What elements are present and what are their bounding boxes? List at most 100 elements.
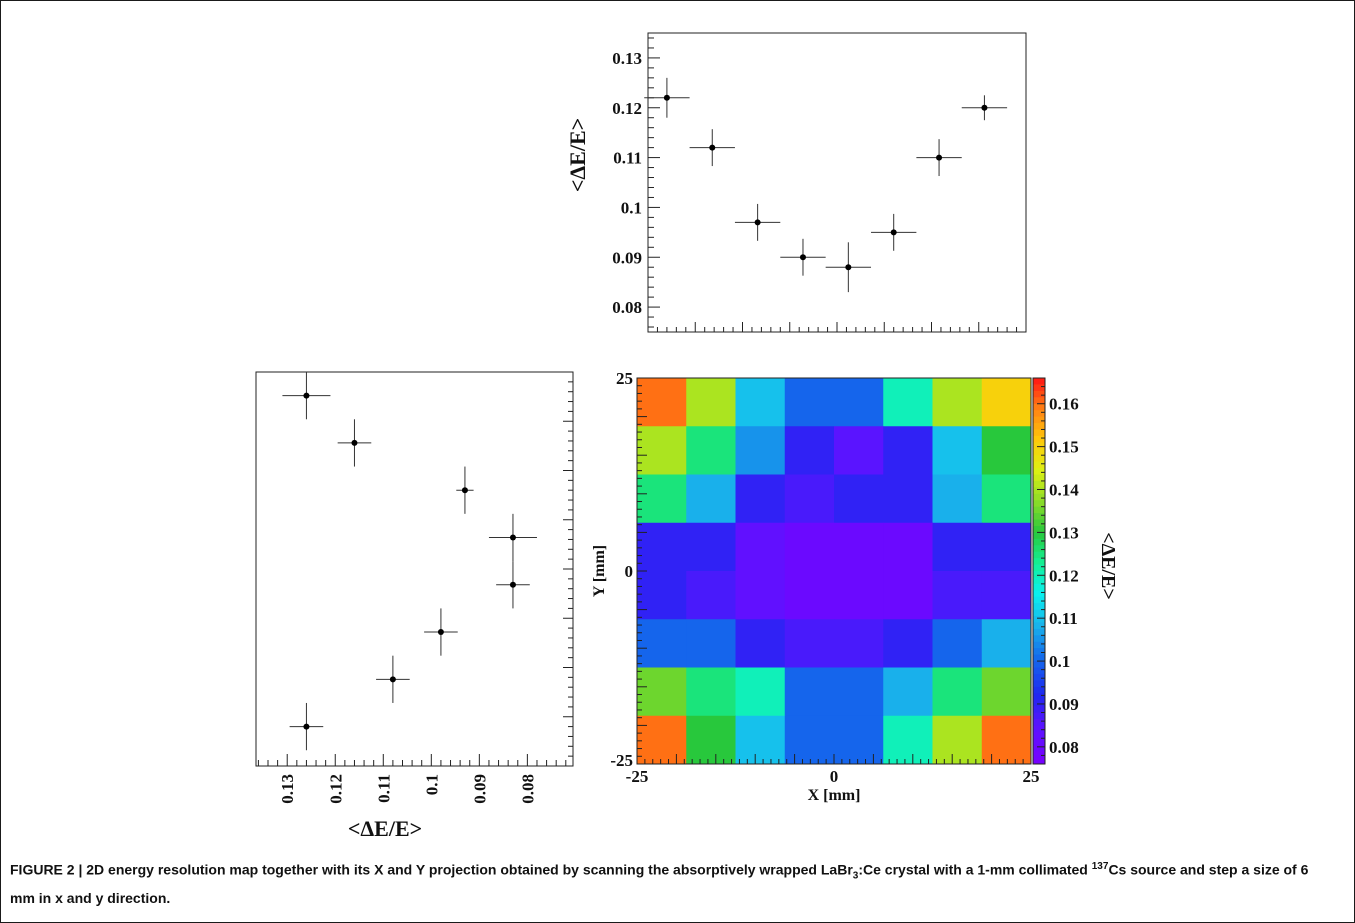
heatmap-cell <box>883 474 933 524</box>
colorbar-segment <box>1033 622 1045 630</box>
heatmap-cell <box>883 571 933 620</box>
colorbar-segment <box>1033 435 1045 443</box>
colorbar-title: <ΔE/E> <box>1097 532 1119 600</box>
caption-text-post: Cs source and step a size of 6 mm in x a… <box>10 861 1309 907</box>
heatmap-cell <box>735 378 786 427</box>
heatmap-y-tick-label: 0 <box>625 562 634 581</box>
colorbar-tick-label: 0.1 <box>1049 652 1070 671</box>
colorbar-segment <box>1033 403 1045 411</box>
colorbar-segment <box>1033 744 1045 752</box>
heatmap-cell <box>932 667 983 717</box>
colorbar-segment <box>1033 397 1045 405</box>
heatmap-cell <box>883 619 933 668</box>
colorbar-segment <box>1033 378 1045 385</box>
heatmap-cells <box>637 378 1032 765</box>
y-projection-data-point <box>303 392 310 399</box>
colorbar-segment <box>1033 628 1045 636</box>
colorbar-segment <box>1033 571 1045 578</box>
heatmap-cell <box>784 522 835 572</box>
colorbar-segment <box>1033 525 1045 533</box>
heatmap-cell <box>932 378 983 427</box>
heatmap-cell <box>784 667 835 717</box>
caption-superscript: 137 <box>1091 861 1109 872</box>
colorbar-segment <box>1033 423 1045 430</box>
y-projection-x-tick-label: 0.13 <box>278 774 297 804</box>
x-projection-data-point <box>936 154 943 161</box>
heatmap-tick-labels: -25 0 25 25 0 -25 <box>610 369 1039 786</box>
heatmap-cell <box>834 474 884 524</box>
heatmap-cell <box>637 426 687 475</box>
colorbar-segment <box>1033 500 1045 508</box>
x-projection-data-point <box>845 264 852 271</box>
colorbar-tick-label: 0.13 <box>1049 523 1079 542</box>
colorbar-segment <box>1033 513 1045 521</box>
colorbar-segment <box>1033 532 1045 540</box>
colorbar-segment <box>1033 706 1045 714</box>
colorbar-segment <box>1033 635 1045 643</box>
caption-text-pre: 2D energy resolution map together with i… <box>82 861 853 878</box>
colorbar-segment <box>1033 577 1045 585</box>
heatmap-cell <box>637 571 687 620</box>
heatmap-cell <box>784 571 835 620</box>
colorbar-tick-label: 0.14 <box>1049 481 1079 500</box>
colorbar-segment <box>1033 390 1045 398</box>
heatmap-cell <box>834 715 884 765</box>
colorbar-tick-label: 0.11 <box>1049 609 1078 628</box>
x-projection-y-tick-label: 0.13 <box>612 49 642 68</box>
caption-subscript: 3 <box>852 870 859 882</box>
heatmap-cell <box>784 474 835 524</box>
colorbar-tick-label: 0.09 <box>1049 695 1079 714</box>
x-projection-data-point <box>890 229 897 236</box>
heatmap-cell <box>686 619 736 668</box>
heatmap-cell <box>784 426 835 475</box>
x-projection-data-point <box>709 144 716 151</box>
colorbar-segment <box>1033 712 1045 720</box>
colorbar-tick-label: 0.12 <box>1049 566 1079 585</box>
heatmap-x-tick-label: 0 <box>830 767 839 786</box>
y-projection-x-tick-label: 0.11 <box>374 774 393 803</box>
colorbar-segment <box>1033 583 1045 591</box>
heatmap-cell <box>735 619 786 668</box>
heatmap-cell <box>834 619 884 668</box>
heatmap-cell <box>637 619 687 668</box>
heatmap-cell <box>735 571 786 620</box>
x-projection-y-tick-label: 0.1 <box>621 198 642 217</box>
heatmap-cell <box>834 522 884 572</box>
colorbar-tick-label: 0.15 <box>1049 438 1079 457</box>
y-projection-x-tick-label: 0.1 <box>422 774 441 795</box>
heatmap-x-tick-label: -25 <box>626 767 649 786</box>
heatmap-cell <box>981 426 1032 475</box>
colorbar-segment <box>1033 384 1045 392</box>
colorbar-segment <box>1033 757 1045 765</box>
colorbar-frame <box>1032 377 1046 765</box>
colorbar-segment <box>1033 487 1045 495</box>
x-projection-frame <box>647 32 1027 333</box>
colorbar-segment <box>1033 751 1045 759</box>
y-projection-tick-labels: 0.13 0.12 0.11 0.1 0.09 0.08 <box>278 774 537 804</box>
heatmap-cell <box>981 378 1032 427</box>
figure-caption: FIGURE 2 | 2D energy resolution map toge… <box>10 856 1330 909</box>
colorbar-segment <box>1033 564 1045 572</box>
x-projection-y-tick-label: 0.09 <box>612 248 642 267</box>
heatmap-cell <box>981 522 1032 572</box>
heatmap-cell <box>686 426 736 475</box>
heatmap-cell <box>735 667 786 717</box>
heatmap-x-axis-title: X [mm] <box>808 787 861 804</box>
heatmap-cell <box>637 667 687 717</box>
y-projection-data-point <box>461 487 468 494</box>
x-projection-ticks <box>647 37 1027 332</box>
heatmap-cell <box>686 715 736 765</box>
y-projection-data-point <box>303 723 310 730</box>
colorbar <box>1032 377 1046 765</box>
x-projection-y-tick-label: 0.08 <box>612 298 642 317</box>
colorbar-segment <box>1033 493 1045 501</box>
x-projection-y-tick-label: 0.11 <box>613 149 642 168</box>
colorbar-segment <box>1033 725 1045 733</box>
colorbar-tick-label: 0.08 <box>1049 738 1079 757</box>
heatmap-cell <box>883 522 933 572</box>
heatmap-cell <box>637 715 687 765</box>
heatmap-cell <box>932 571 983 620</box>
colorbar-segment <box>1033 410 1045 418</box>
heatmap-cell <box>784 715 835 765</box>
heatmap-cell <box>686 667 736 717</box>
